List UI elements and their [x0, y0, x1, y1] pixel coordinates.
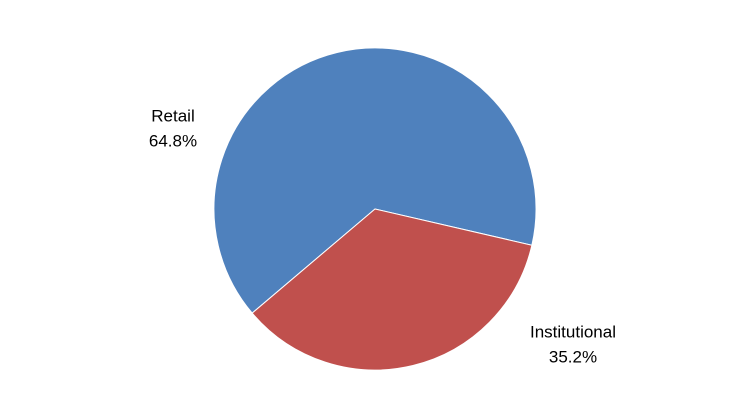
slice-value-label: 35.2%	[549, 347, 597, 366]
pie-slice	[251, 208, 533, 371]
slice-category-label: Institutional	[530, 322, 616, 341]
pie-slice	[213, 47, 537, 314]
slice-category-label: Retail	[151, 106, 194, 125]
slice-value-label: 64.8%	[149, 131, 197, 150]
